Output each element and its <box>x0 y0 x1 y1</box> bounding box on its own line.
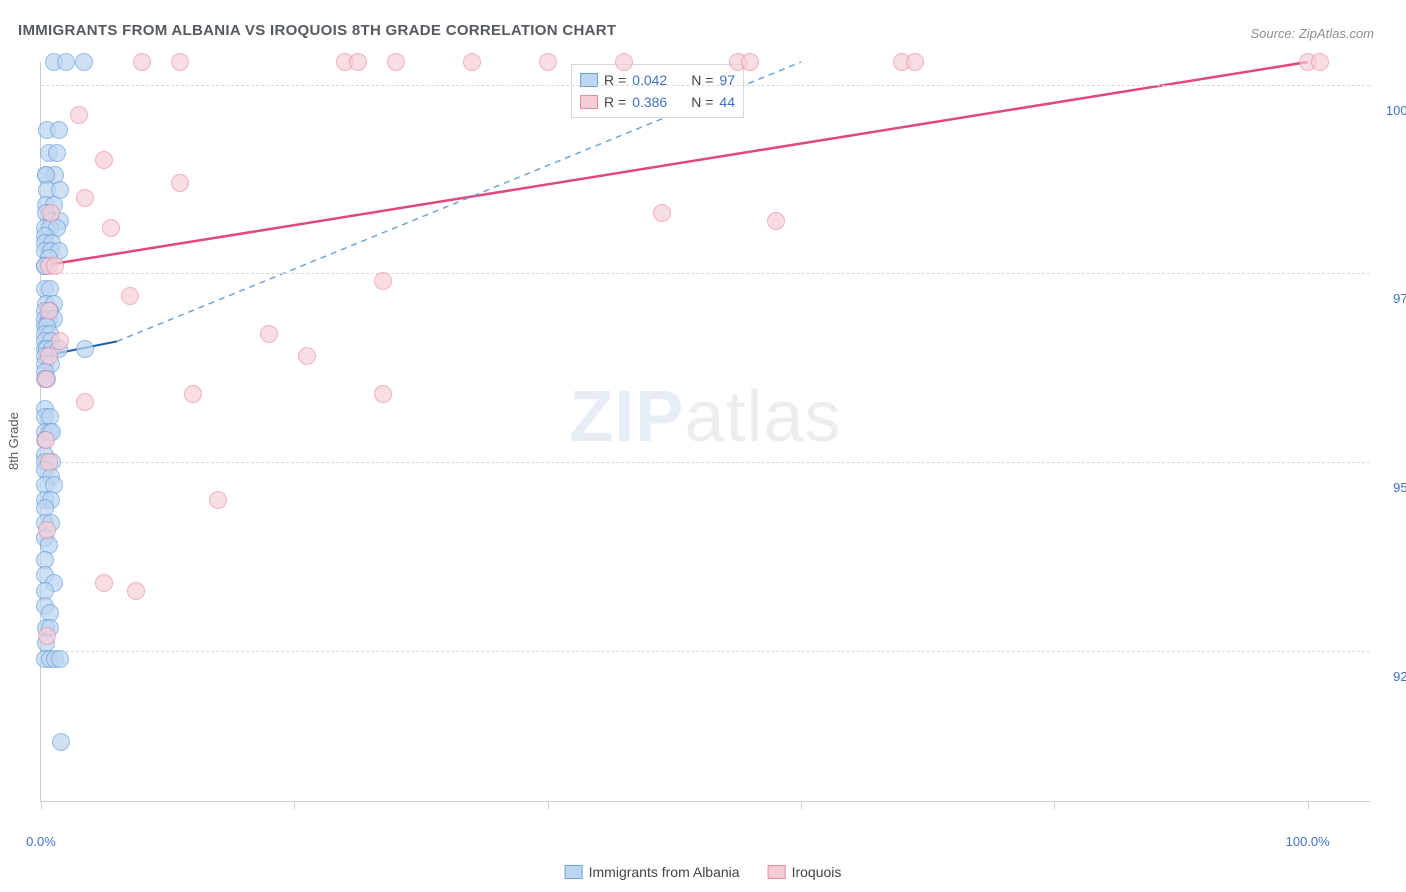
iroquois-point <box>906 53 924 71</box>
source-label: Source: ZipAtlas.com <box>1250 26 1374 41</box>
iroquois-point <box>463 53 481 71</box>
iroquois-point <box>615 53 633 71</box>
albania-point <box>57 53 75 71</box>
iroquois-point <box>37 370 55 388</box>
iroquois-point <box>387 53 405 71</box>
iroquois-point <box>70 106 88 124</box>
gridline <box>41 85 1370 86</box>
iroquois-point <box>102 219 120 237</box>
y-tick-label: 92.5% <box>1375 669 1406 684</box>
iroquois-point <box>51 332 69 350</box>
iroquois-point <box>741 53 759 71</box>
iroquois-point <box>46 257 64 275</box>
iroquois-point <box>42 204 60 222</box>
iroquois-point <box>767 212 785 230</box>
iroquois-point <box>539 53 557 71</box>
iroquois-point <box>37 431 55 449</box>
iroquois-point <box>95 151 113 169</box>
x-tick <box>1054 801 1055 809</box>
iroquois-point <box>40 347 58 365</box>
iroquois-point <box>127 582 145 600</box>
watermark: ZIPatlas <box>569 376 841 458</box>
x-tick <box>41 801 42 809</box>
y-tick-label: 97.5% <box>1375 291 1406 306</box>
albania-point <box>75 53 93 71</box>
iroquois-point <box>40 302 58 320</box>
albania-point <box>76 340 94 358</box>
iroquois-point <box>121 287 139 305</box>
iroquois-point <box>184 385 202 403</box>
iroquois-point <box>40 453 58 471</box>
x-tick <box>801 801 802 809</box>
iroquois-point <box>1311 53 1329 71</box>
stats-legend: R = 0.042 N = 97 R = 0.386 N = 44 <box>571 64 744 118</box>
x-tick <box>1308 801 1309 809</box>
x-tick <box>548 801 549 809</box>
chart-area: ZIPatlas R = 0.042 N = 97 R = 0.386 N = … <box>40 62 1370 802</box>
iroquois-point <box>38 521 56 539</box>
iroquois-point <box>653 204 671 222</box>
y-tick-label: 95.0% <box>1375 480 1406 495</box>
iroquois-point <box>298 347 316 365</box>
albania-point <box>52 733 70 751</box>
legend-iroquois-label: Iroquois <box>792 864 842 880</box>
iroquois-point <box>133 53 151 71</box>
albania-point <box>50 121 68 139</box>
iroquois-point <box>374 385 392 403</box>
y-tick-label: 100.0% <box>1375 103 1406 118</box>
trend-lines <box>41 62 1370 801</box>
gridline <box>41 273 1370 274</box>
iroquois-point <box>76 189 94 207</box>
iroquois-point <box>209 491 227 509</box>
albania-point <box>48 144 66 162</box>
chart-title: IMMIGRANTS FROM ALBANIA VS IROQUOIS 8TH … <box>18 22 616 39</box>
iroquois-point <box>260 325 278 343</box>
iroquois-point <box>171 53 189 71</box>
iroquois-point <box>349 53 367 71</box>
iroquois-point <box>171 174 189 192</box>
iroquois-point <box>374 272 392 290</box>
series-legend: Immigrants from Albania Iroquois <box>565 864 842 880</box>
iroquois-point <box>38 627 56 645</box>
gridline <box>41 651 1370 652</box>
albania-point <box>51 650 69 668</box>
iroquois-point <box>76 393 94 411</box>
gridline <box>41 462 1370 463</box>
legend-albania-label: Immigrants from Albania <box>589 864 740 880</box>
x-tick-label: 100.0% <box>1286 834 1330 849</box>
iroquois-point <box>95 574 113 592</box>
x-tick <box>294 801 295 809</box>
x-tick-label: 0.0% <box>26 834 56 849</box>
y-axis-label: 8th Grade <box>6 412 21 470</box>
